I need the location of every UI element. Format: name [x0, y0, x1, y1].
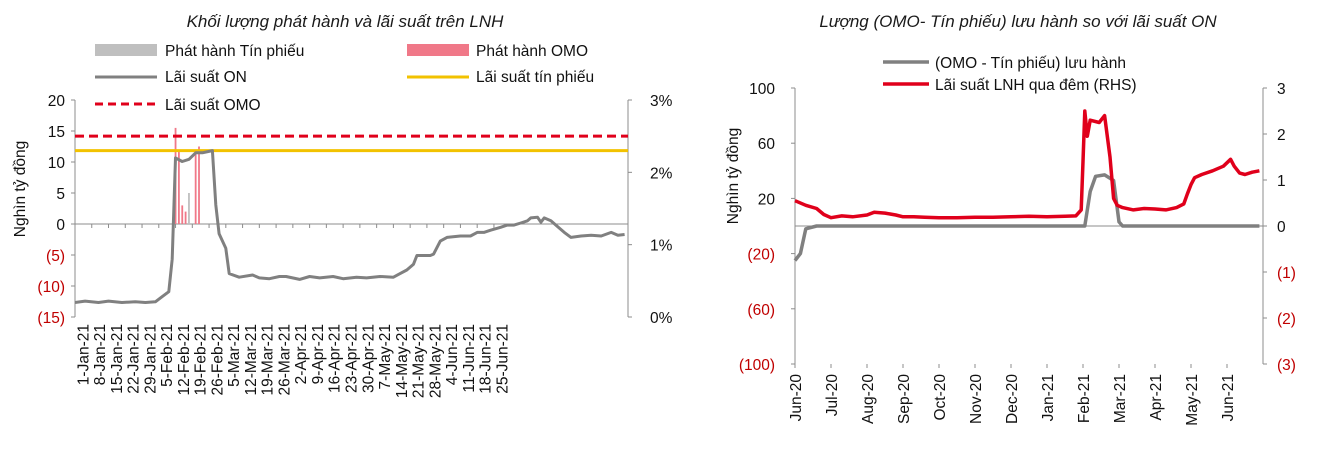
x-tick-label: Apr-21 — [1148, 374, 1165, 421]
bar-omo — [198, 146, 200, 224]
y-tick-label: 20 — [48, 93, 66, 110]
x-tick-label: 19-Mar-21 — [260, 324, 277, 396]
right-chart: Lượng (OMO- Tín phiếu) lưu hành so với l… — [725, 12, 1296, 426]
x-tick-label: 29-Jan-21 — [142, 324, 159, 394]
x-tick-label: 18-Jun-21 — [478, 324, 495, 394]
x-tick-label: Jul-20 — [824, 374, 841, 417]
x-tick-label: 1-Jan-21 — [75, 324, 92, 385]
x-tick-label: 28-May-21 — [427, 324, 444, 398]
y2-tick-label: (1) — [1277, 265, 1296, 282]
x-tick-label: 19-Feb-21 — [193, 324, 210, 396]
legend-label-on: Lãi suất ON — [165, 69, 247, 86]
x-tick-label: May-21 — [1184, 374, 1201, 426]
x-tick-label: 16-Apr-21 — [327, 324, 344, 393]
x-tick-label: Jun-20 — [788, 374, 805, 422]
y2-tick-label: (2) — [1277, 311, 1296, 328]
legend-label-lsomo: Lãi suất OMO — [165, 97, 261, 114]
y-tick-label: (60) — [747, 302, 775, 319]
left-chart-ylabel: Nghìn tỷ đồng — [12, 141, 29, 238]
legend-label-on-rate: Lãi suất LNH qua đêm (RHS) — [935, 77, 1137, 94]
y2-tick-label: 2% — [650, 165, 673, 182]
legend-label-outstanding: (OMO - Tín phiếu) lưu hành — [935, 55, 1126, 72]
y-tick-label: 0 — [56, 217, 65, 234]
x-tick-label: Sep-20 — [896, 374, 913, 424]
x-tick-label: 2-Apr-21 — [293, 324, 310, 384]
left-chart-marks — [74, 127, 628, 304]
right-chart-ylabel: Nghìn tỷ đồng — [725, 128, 742, 225]
y-tick-label: 15 — [48, 124, 65, 141]
x-tick-label: 14-May-21 — [394, 324, 411, 398]
line-omo-tin-phieu-outstanding — [793, 173, 1260, 262]
y-tick-label: 60 — [758, 136, 776, 153]
x-tick-label: 30-Apr-21 — [360, 324, 377, 393]
x-tick-label: 12-Mar-21 — [243, 324, 260, 396]
x-tick-label: 12-Feb-21 — [176, 324, 193, 396]
y2-tick-label: 1% — [650, 238, 673, 255]
x-tick-label: Feb-21 — [1076, 374, 1093, 423]
left-chart-title: Khối lượng phát hành và lãi suất trên LN… — [187, 12, 505, 31]
y-tick-label: (5) — [46, 248, 65, 265]
bar-omo — [194, 149, 197, 224]
y2-tick-label: 3 — [1277, 81, 1286, 98]
x-tick-label: Nov-20 — [968, 374, 985, 424]
x-tick-label: Oct-20 — [932, 374, 949, 421]
x-tick-label: 26-Mar-21 — [276, 324, 293, 396]
right-chart-marks — [793, 109, 1260, 262]
y-tick-label: (100) — [739, 357, 775, 374]
bar-tinphieu — [188, 193, 190, 224]
y-tick-label: (15) — [37, 310, 65, 327]
line-lai-suat-on — [74, 149, 625, 304]
y2-tick-label: 0% — [650, 310, 673, 327]
y2-tick-label: 2 — [1277, 127, 1286, 144]
x-tick-label: 26-Feb-21 — [209, 324, 226, 396]
x-tick-label: Aug-20 — [860, 374, 877, 424]
x-tick-label: 22-Jan-21 — [126, 324, 143, 394]
x-tick-label: 7-May-21 — [377, 324, 394, 389]
x-tick-label: Jun-21 — [1220, 374, 1237, 421]
y2-tick-label: 3% — [650, 93, 673, 110]
y-tick-label: (10) — [37, 279, 65, 296]
y-tick-label: (20) — [747, 247, 775, 264]
x-tick-label: Jan-21 — [1040, 374, 1057, 421]
left-chart-axes: 20 15 10 5 0 (5) (10) (15) 3% 2% 1% 0% 1-Jan-21 8-Jan… — [37, 93, 672, 398]
x-tick-label: 4-Jun-21 — [444, 324, 461, 385]
y2-tick-label: (3) — [1277, 357, 1296, 374]
right-chart-axes: 100 60 20 (20) (60) (100) 3 2 1 0 (1) (2) (3) Jun-20 J… — [739, 81, 1296, 426]
bar-omo — [184, 211, 187, 224]
x-tick-label: 23-Apr-21 — [344, 324, 361, 393]
x-tick-label: 9-Apr-21 — [310, 324, 327, 384]
bar-omo — [177, 149, 180, 224]
y2-tick-label: 0 — [1277, 219, 1286, 236]
x-tick-label: 8-Jan-21 — [92, 324, 109, 385]
left-chart: Khối lượng phát hành và lãi suất trên LN… — [12, 12, 673, 398]
y-tick-label: 10 — [48, 155, 66, 172]
y-tick-label: 5 — [56, 186, 65, 203]
x-tick-label: 11-Jun-21 — [461, 324, 478, 393]
y2-tick-label: 1 — [1277, 173, 1286, 190]
x-tick-label: 25-Jun-21 — [494, 324, 511, 394]
y-tick-label: 20 — [758, 191, 776, 208]
legend-swatch-omo — [407, 44, 469, 56]
x-tick-label: 21-May-21 — [411, 324, 428, 398]
line-on-rate — [794, 109, 1260, 220]
x-tick-label: 5-Feb-21 — [159, 324, 176, 387]
x-tick-label: Mar-21 — [1112, 374, 1129, 423]
x-tick-label: 15-Jan-21 — [109, 324, 126, 394]
legend-swatch-tinphieu — [95, 44, 157, 56]
legend-label-omo: Phát hành OMO — [476, 43, 588, 60]
x-tick-label: Dec-20 — [1004, 374, 1021, 424]
bar-omo — [181, 205, 184, 224]
legend-label-tinphieu: Phát hành Tín phiếu — [165, 43, 304, 60]
y-tick-label: 100 — [749, 81, 775, 98]
right-chart-title: Lượng (OMO- Tín phiếu) lưu hành so với l… — [819, 12, 1217, 31]
x-tick-label: 5-Mar-21 — [226, 324, 243, 387]
legend-label-lstinphieu: Lãi suất tín phiếu — [476, 69, 594, 86]
